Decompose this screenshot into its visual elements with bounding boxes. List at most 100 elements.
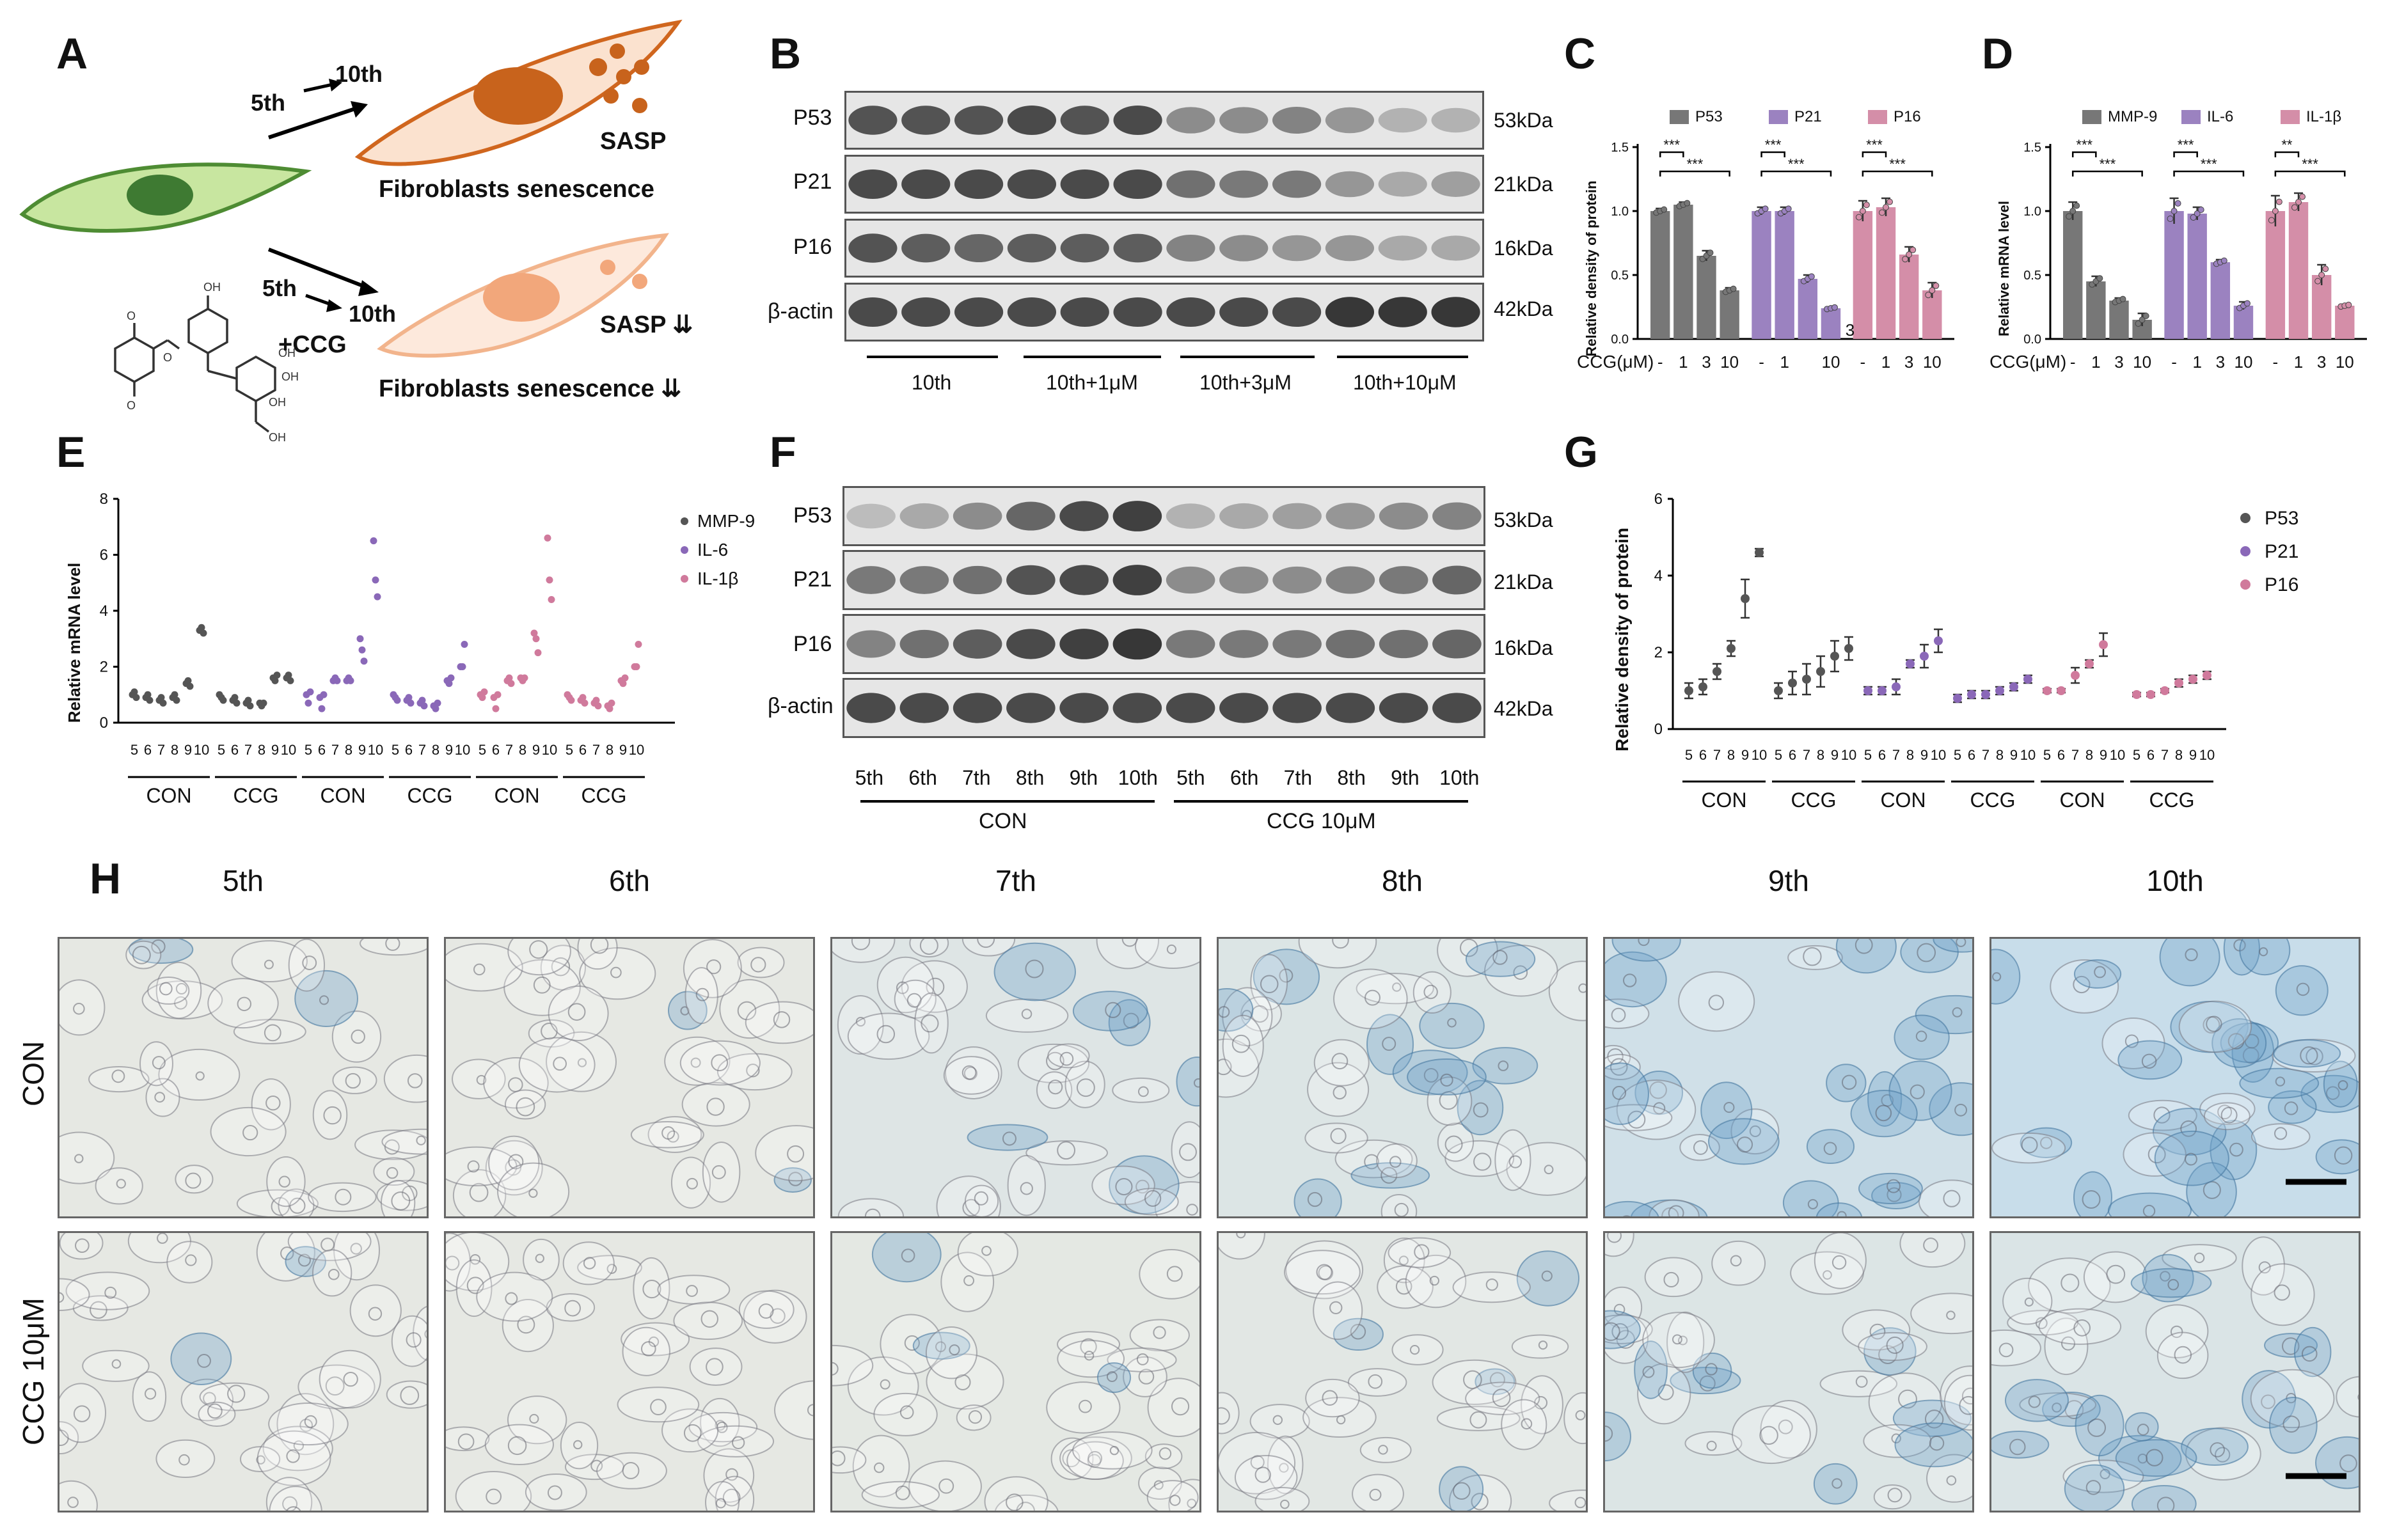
cell-outline (1036, 1071, 1073, 1109)
legend-label: P16 (2265, 574, 2298, 595)
cell-nucleus (1307, 1191, 1323, 1207)
bar (2109, 301, 2129, 339)
cell-nucleus (2174, 1346, 2192, 1364)
bar (2265, 211, 2286, 339)
data-point (285, 672, 292, 679)
cell-nucleus (949, 1344, 960, 1356)
data-point (592, 696, 600, 704)
blot-f-p53-band (1272, 503, 1322, 530)
data-point (1730, 285, 1737, 292)
blot-b-p53-band (1378, 107, 1427, 133)
cell-outline (373, 1157, 415, 1186)
cell-outline (1219, 1431, 1296, 1495)
blot-b-actin-band (848, 297, 898, 327)
bottom-sasp-label: SASP ⇊ (600, 311, 693, 338)
cell-outline (1302, 1397, 1377, 1438)
blot-f-p53-band (1166, 503, 1215, 529)
blot-f-bands-actin (844, 680, 1483, 736)
data-point (244, 696, 252, 704)
cell-outline (2268, 1090, 2317, 1124)
bar (1798, 279, 1818, 339)
data-point (2132, 690, 2141, 699)
x-tick-label: 9 (271, 742, 279, 758)
group-label: CCG (581, 784, 626, 807)
cell-outline (502, 1299, 554, 1353)
cell-nucleus (1778, 1419, 1793, 1434)
cell-outline (1511, 1334, 1569, 1359)
cell-nucleus (325, 1376, 345, 1396)
y-tick-label: 2 (1654, 644, 1663, 661)
blot-f-group-ccg: CCG 10μM (1267, 809, 1376, 833)
significance-marker: *** (1687, 156, 1704, 172)
blot-f-p53-band (846, 503, 896, 529)
annotation-text: 3 (1846, 320, 1855, 340)
bar (1922, 290, 1942, 339)
cell-outline (2117, 1040, 2183, 1080)
x-tick-label: 8 (606, 742, 613, 758)
blot-b-p21-band (848, 169, 898, 200)
cell-nucleus (1737, 1136, 1753, 1153)
bar (1899, 255, 1919, 339)
cell-nucleus (1471, 1493, 1489, 1511)
cell-outline (745, 1001, 813, 1044)
data-point (2085, 659, 2094, 668)
cell-outline (837, 994, 884, 1055)
blot-b-group-10th: 10th (912, 371, 952, 394)
cell-nucleus (185, 1254, 197, 1266)
micrograph-image (58, 937, 429, 1218)
significance-bracket (1659, 170, 1730, 177)
blot-b-p16-band (1007, 233, 1057, 263)
cell-outline (59, 1233, 104, 1260)
x-tick-label: - (1860, 352, 1866, 372)
cell-nucleus (2061, 1336, 2076, 1351)
cell-nucleus (547, 1485, 562, 1500)
micrograph-image (1989, 937, 2361, 1218)
x-tick-label: 1 (1679, 352, 1688, 372)
cell-nucleus (368, 1307, 383, 1321)
blot-b-p53-band (954, 106, 1004, 135)
cell-outline (914, 992, 949, 1054)
cell-outline (1176, 1057, 1199, 1107)
cell-nucleus (286, 1506, 301, 1511)
cell-outline (59, 1480, 98, 1511)
cell-nucleus (1429, 1275, 1440, 1286)
panel-b-blot: P53 P21 P16 β-actin 53kDa 21kDa 16kDa 42… (758, 83, 1590, 416)
micrograph-image (58, 1231, 429, 1512)
cell-outline (1858, 1332, 1927, 1362)
x-tick-label: 8 (2085, 747, 2093, 763)
cell-nucleus (1059, 1051, 1074, 1066)
cell-outline (1439, 1466, 1484, 1511)
blot-b-bands-actin (846, 285, 1482, 340)
cell-nucleus (529, 940, 548, 959)
cell-nucleus (2274, 1127, 2288, 1140)
x-tick-label: 5 (479, 742, 486, 758)
cell-outline (1863, 1424, 1932, 1458)
cell-nucleus (533, 976, 551, 994)
blot-b-p53-band (1325, 107, 1375, 134)
cell-nucleus (1837, 1211, 1847, 1216)
cell-nucleus (2357, 1394, 2359, 1401)
data-point (2119, 295, 2126, 302)
cell-outline (908, 1460, 982, 1511)
cell-outline (1380, 1194, 1418, 1216)
cell-nucleus (1193, 1078, 1199, 1088)
cell-nucleus (1807, 1198, 1818, 1209)
cell-nucleus (700, 1310, 718, 1328)
data-point (1661, 206, 1668, 213)
data-point (132, 694, 140, 702)
cell-nucleus (1169, 1495, 1181, 1506)
cell-outline (139, 1041, 173, 1087)
cell-nucleus (1333, 1085, 1347, 1100)
x-tick-label: 10 (281, 742, 296, 758)
cell-nucleus (1998, 1342, 2014, 1358)
cell-outline (2323, 1060, 2358, 1108)
x-tick-label: - (2273, 352, 2279, 372)
x-tick-label: 10 (629, 742, 644, 758)
blot-b-label-actin: β-actin (768, 299, 834, 324)
y-tick-label: 0 (1654, 721, 1663, 738)
x-tick-label: 1 (1780, 352, 1789, 372)
cell-nucleus (1622, 973, 1637, 987)
cell-nucleus (242, 1124, 258, 1141)
blot-f-p16-band (1006, 629, 1056, 659)
data-point (1684, 200, 1691, 207)
